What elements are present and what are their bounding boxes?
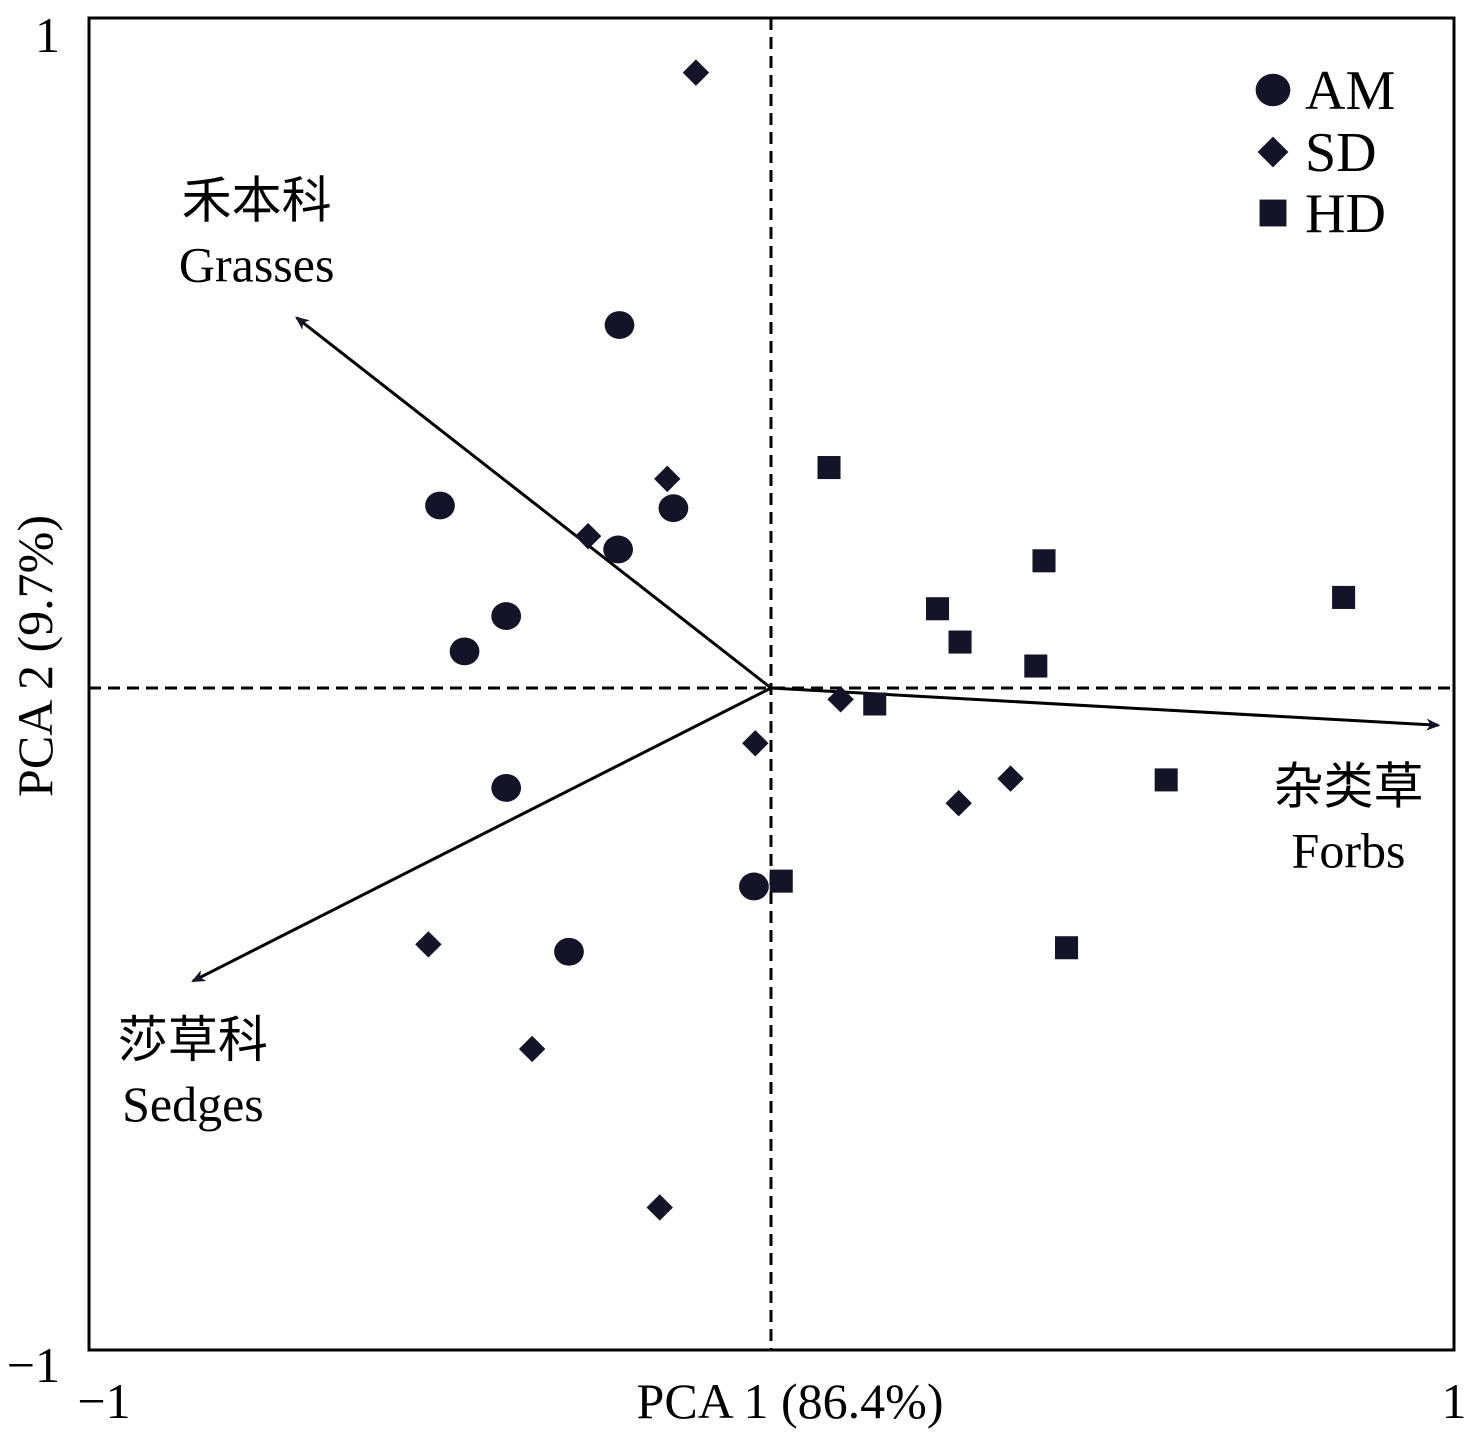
point-sd-9 (518, 1035, 546, 1063)
point-hd-5 (948, 630, 972, 654)
point-hd-7 (863, 692, 887, 716)
vector-label-cn-grasses: 禾本科 (182, 173, 332, 229)
point-hd-6 (1024, 654, 1048, 678)
point-hd-1 (817, 456, 841, 480)
legend-marker-sd (1257, 136, 1289, 168)
point-sd-1 (682, 59, 710, 86)
vector-label-en-forbs: Forbs (1292, 822, 1406, 878)
x-tick-right: 1 (1442, 1373, 1467, 1429)
point-hd-9 (769, 869, 793, 893)
point-sd-4 (827, 686, 854, 713)
vector-grasses (295, 316, 772, 690)
point-sd-6 (997, 765, 1024, 792)
point-sd-8 (415, 931, 442, 958)
point-sd-5 (742, 730, 769, 757)
legend-label-hd: HD (1305, 183, 1386, 245)
x-axis-title: PCA 1 (86.4%) (637, 1373, 944, 1429)
point-am-5 (491, 602, 522, 630)
point-am-9 (554, 937, 584, 966)
legend-marker-am (1255, 73, 1291, 107)
point-hd-2 (1032, 549, 1056, 573)
legend-marker-hd (1259, 199, 1287, 227)
x-tick-left: −1 (77, 1373, 130, 1429)
point-am-4 (603, 535, 633, 564)
legend-label-sd: SD (1305, 122, 1377, 184)
point-am-3 (658, 494, 689, 523)
zero-reference-lines (89, 18, 1454, 1350)
plot-frame (87, 16, 1456, 1352)
loading-vectors: 禾本科 Grasses 杂类草 Forbs 莎草科 Sedges (118, 173, 1441, 1132)
point-am-2 (425, 491, 455, 520)
point-am-1 (604, 311, 635, 339)
y-axis-title: PCA 2 (9.7%) (7, 515, 63, 797)
point-sd-3 (574, 522, 602, 550)
vector-label-cn-sedges: 莎草科 (118, 1012, 268, 1068)
vector-label-en-grasses: Grasses (179, 237, 335, 293)
point-hd-8 (1154, 768, 1178, 792)
point-hd-4 (926, 597, 950, 621)
point-hd-3 (1332, 585, 1356, 609)
vector-label-en-sedges: Sedges (122, 1076, 264, 1132)
y-tick-top: 1 (35, 7, 60, 63)
vector-label-cn-forbs: 杂类草 (1273, 758, 1423, 814)
vector-sedges (191, 686, 772, 983)
y-tick-bottom: −1 (7, 1337, 60, 1393)
point-sd-10 (646, 1194, 673, 1221)
point-am-7 (491, 773, 522, 802)
point-hd-10 (1055, 936, 1079, 960)
legend-label-am: AM (1305, 60, 1395, 122)
point-am-6 (449, 637, 480, 666)
point-sd-7 (945, 790, 972, 817)
point-am-8 (739, 872, 769, 901)
sample-points (415, 59, 1356, 1221)
point-sd-2 (654, 465, 681, 493)
